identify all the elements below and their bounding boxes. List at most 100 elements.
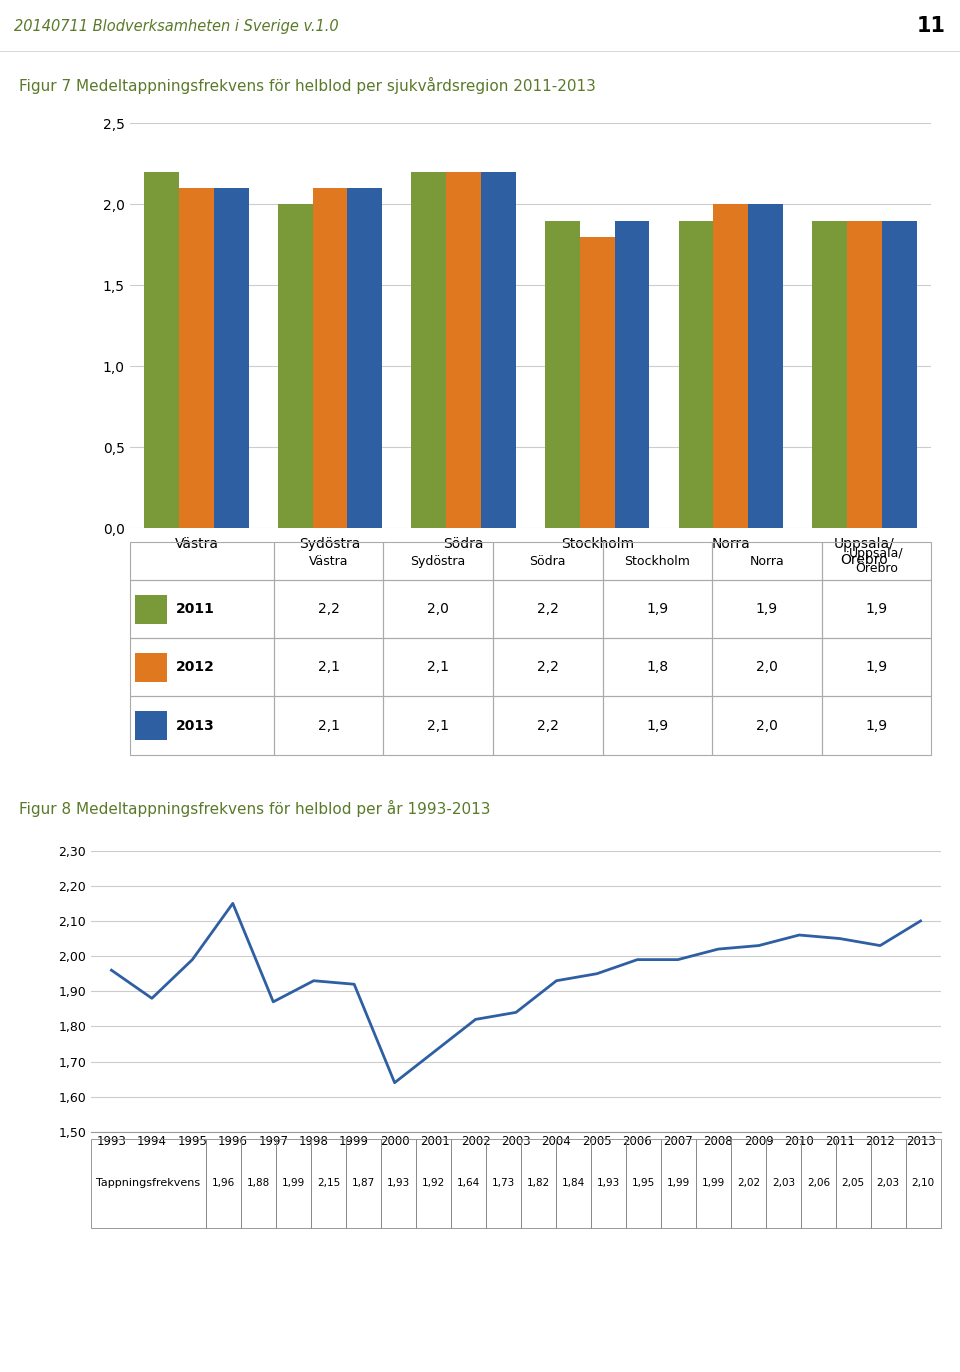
- Bar: [521, 1139, 556, 1228]
- Bar: [626, 1139, 660, 1228]
- Bar: [130, 580, 274, 638]
- Text: 2011: 2011: [176, 602, 215, 616]
- Bar: [493, 580, 603, 638]
- Bar: [712, 580, 822, 638]
- Bar: [822, 542, 931, 580]
- Text: 2,2: 2,2: [537, 602, 559, 616]
- Text: 1,99: 1,99: [666, 1179, 690, 1188]
- Text: 2,1: 2,1: [318, 719, 340, 733]
- Text: 1,96: 1,96: [212, 1179, 235, 1188]
- Bar: [731, 1139, 766, 1228]
- Bar: [274, 580, 383, 638]
- Bar: [383, 542, 493, 580]
- Text: 2,05: 2,05: [842, 1179, 865, 1188]
- Bar: [214, 188, 249, 528]
- Text: 1,9: 1,9: [865, 660, 887, 675]
- Bar: [871, 1139, 906, 1228]
- Text: 1,82: 1,82: [527, 1179, 550, 1188]
- Bar: [603, 580, 712, 638]
- Text: 2,06: 2,06: [806, 1179, 829, 1188]
- Text: 2,2: 2,2: [318, 602, 340, 616]
- Bar: [486, 1139, 521, 1228]
- Bar: [493, 638, 603, 697]
- Bar: [274, 542, 383, 580]
- Bar: [383, 638, 493, 697]
- Text: 2,2: 2,2: [537, 719, 559, 733]
- Bar: [346, 1139, 381, 1228]
- Text: 1,99: 1,99: [281, 1179, 305, 1188]
- Bar: [614, 221, 649, 528]
- Bar: [712, 542, 822, 580]
- Bar: [713, 204, 748, 528]
- Text: 2,0: 2,0: [756, 719, 778, 733]
- Bar: [274, 697, 383, 755]
- Bar: [906, 1139, 941, 1228]
- Text: 1,88: 1,88: [247, 1179, 270, 1188]
- Bar: [179, 188, 214, 528]
- Text: Figur 7 Medeltappningsfrekvens för helblod per sjukvårdsregion 2011-2013: Figur 7 Medeltappningsfrekvens för helbl…: [19, 77, 596, 95]
- Bar: [493, 697, 603, 755]
- Bar: [660, 1139, 696, 1228]
- Bar: [679, 221, 713, 528]
- Text: 2,03: 2,03: [876, 1179, 900, 1188]
- Text: 1,9: 1,9: [646, 602, 668, 616]
- Text: 2012: 2012: [176, 660, 215, 675]
- Bar: [311, 1139, 346, 1228]
- Text: 1,8: 1,8: [646, 660, 668, 675]
- Bar: [493, 542, 603, 580]
- Text: 2,1: 2,1: [427, 660, 449, 675]
- Text: 1,9: 1,9: [865, 602, 887, 616]
- Bar: [135, 711, 167, 740]
- Bar: [416, 1139, 451, 1228]
- Bar: [313, 188, 348, 528]
- Text: 1,92: 1,92: [421, 1179, 445, 1188]
- Text: 2,1: 2,1: [318, 660, 340, 675]
- Bar: [812, 221, 847, 528]
- Text: 1,99: 1,99: [702, 1179, 725, 1188]
- Bar: [144, 172, 179, 528]
- Bar: [135, 653, 167, 682]
- Bar: [545, 221, 580, 528]
- Bar: [766, 1139, 801, 1228]
- Text: 2,1: 2,1: [427, 719, 449, 733]
- Bar: [822, 580, 931, 638]
- Text: Stockholm: Stockholm: [624, 554, 690, 568]
- Text: Västra: Västra: [309, 554, 348, 568]
- Text: 2,03: 2,03: [772, 1179, 795, 1188]
- Bar: [241, 1139, 276, 1228]
- Text: 1,84: 1,84: [562, 1179, 585, 1188]
- Bar: [603, 638, 712, 697]
- Bar: [412, 172, 446, 528]
- Bar: [580, 237, 614, 528]
- Bar: [712, 697, 822, 755]
- Bar: [603, 697, 712, 755]
- Text: 1,95: 1,95: [632, 1179, 655, 1188]
- Bar: [91, 1139, 205, 1228]
- Bar: [748, 204, 783, 528]
- Bar: [276, 1139, 311, 1228]
- Text: 1,9: 1,9: [756, 602, 778, 616]
- Bar: [277, 204, 313, 528]
- Text: 1,9: 1,9: [646, 719, 668, 733]
- Text: 11: 11: [917, 16, 946, 36]
- Text: 2,02: 2,02: [736, 1179, 760, 1188]
- Text: Uppsala/
Örebro: Uppsala/ Örebro: [849, 547, 903, 575]
- Bar: [130, 542, 274, 580]
- Text: 2,0: 2,0: [756, 660, 778, 675]
- Bar: [556, 1139, 590, 1228]
- Bar: [847, 221, 882, 528]
- Text: 2,15: 2,15: [317, 1179, 340, 1188]
- Text: Norra: Norra: [750, 554, 784, 568]
- Bar: [451, 1139, 486, 1228]
- Text: Sydöstra: Sydöstra: [411, 554, 466, 568]
- Bar: [481, 172, 516, 528]
- Text: 1,64: 1,64: [457, 1179, 480, 1188]
- Bar: [836, 1139, 871, 1228]
- Bar: [381, 1139, 416, 1228]
- Text: 1,73: 1,73: [492, 1179, 515, 1188]
- Text: Södra: Södra: [530, 554, 566, 568]
- Bar: [383, 580, 493, 638]
- Text: 2,2: 2,2: [537, 660, 559, 675]
- Bar: [822, 638, 931, 697]
- Bar: [130, 697, 274, 755]
